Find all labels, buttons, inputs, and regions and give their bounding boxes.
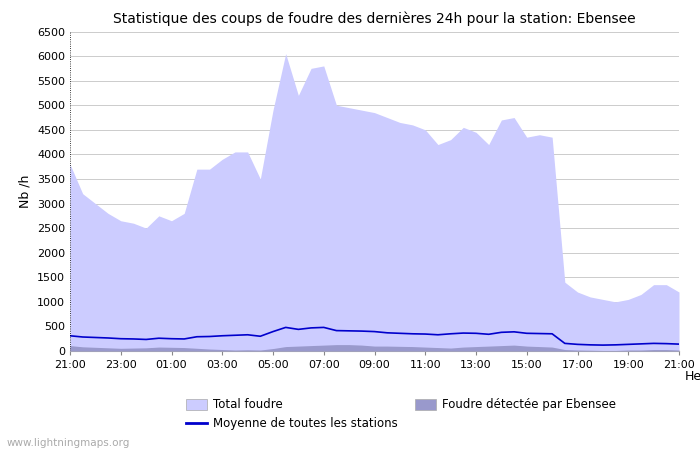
Y-axis label: Nb /h: Nb /h <box>18 175 32 208</box>
Text: Heure: Heure <box>685 370 700 383</box>
Title: Statistique des coups de foudre des dernières 24h pour la station: Ebensee: Statistique des coups de foudre des dern… <box>113 12 636 26</box>
Text: www.lightningmaps.org: www.lightningmaps.org <box>7 438 130 448</box>
Legend: Total foudre, Moyenne de toutes les stations, Foudre détectée par Ebensee: Total foudre, Moyenne de toutes les stat… <box>186 398 616 430</box>
